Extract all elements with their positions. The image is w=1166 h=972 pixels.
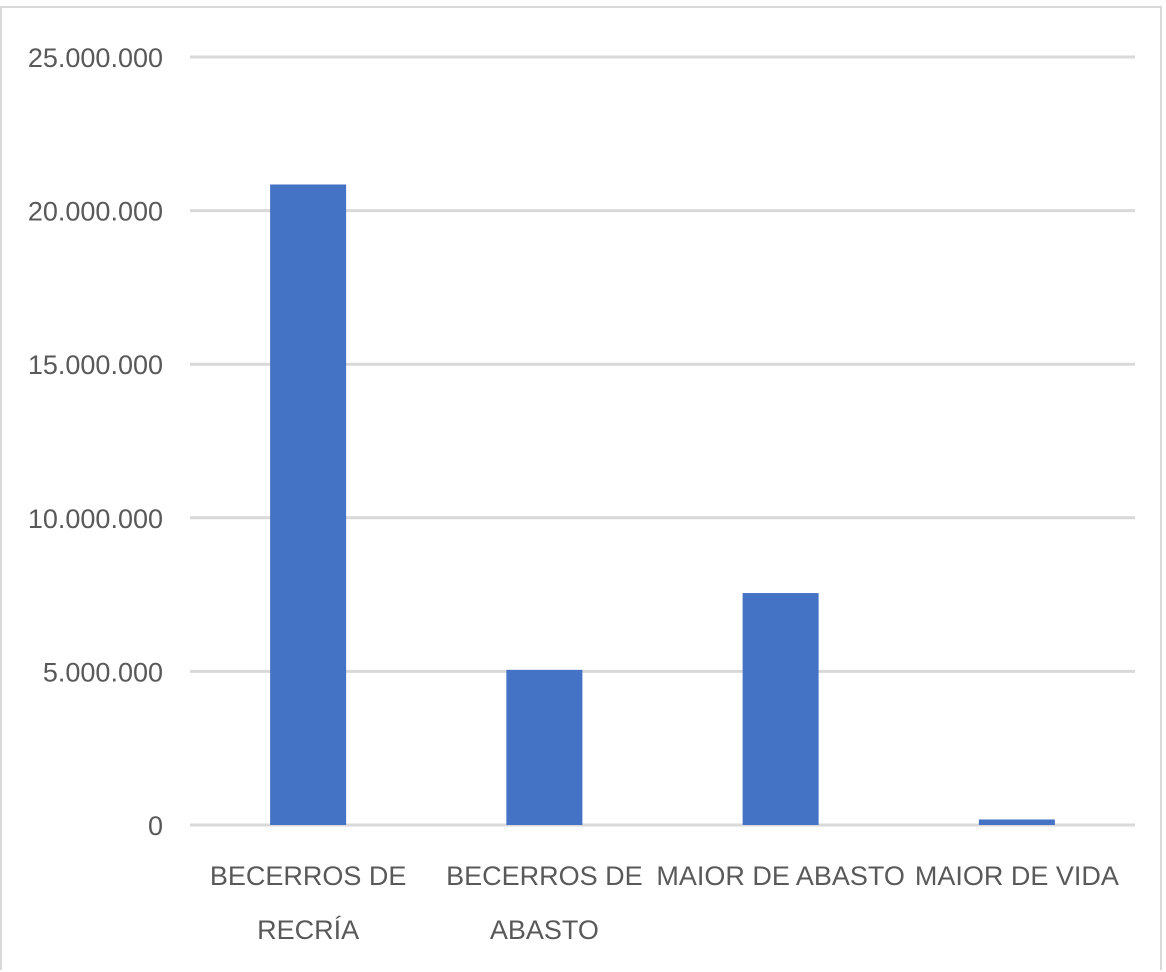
x-category-label: BECERROS DE xyxy=(210,861,407,891)
x-category-label: MAIOR DE ABASTO xyxy=(656,861,905,891)
y-tick-label: 25.000.000 xyxy=(28,43,163,73)
bar xyxy=(270,184,347,825)
bar xyxy=(742,593,819,825)
y-tick-label: 10.000.000 xyxy=(28,504,163,534)
bar xyxy=(978,819,1055,825)
x-category-label: ABASTO xyxy=(490,915,599,945)
x-axis-category-labels: BECERROS DE RECRÍA BECERROS DE ABASTO MAIOR … xyxy=(210,861,1119,945)
gridlines xyxy=(190,55,1135,827)
x-category-label: RECRÍA xyxy=(257,915,359,945)
y-tick-label: 20.000.000 xyxy=(28,197,163,227)
y-tick-label: 0 xyxy=(148,811,163,841)
bars xyxy=(270,184,1055,825)
x-category-label: BECERROS DE xyxy=(446,861,643,891)
bar xyxy=(506,669,583,825)
y-tick-label: 5.000.000 xyxy=(43,657,163,687)
y-axis-tick-labels: 0 5.000.000 10.000.000 15.000.000 20.000.000… xyxy=(28,43,163,841)
y-tick-label: 15.000.000 xyxy=(28,350,163,380)
x-category-label: MAIOR DE VIDA xyxy=(915,861,1119,891)
